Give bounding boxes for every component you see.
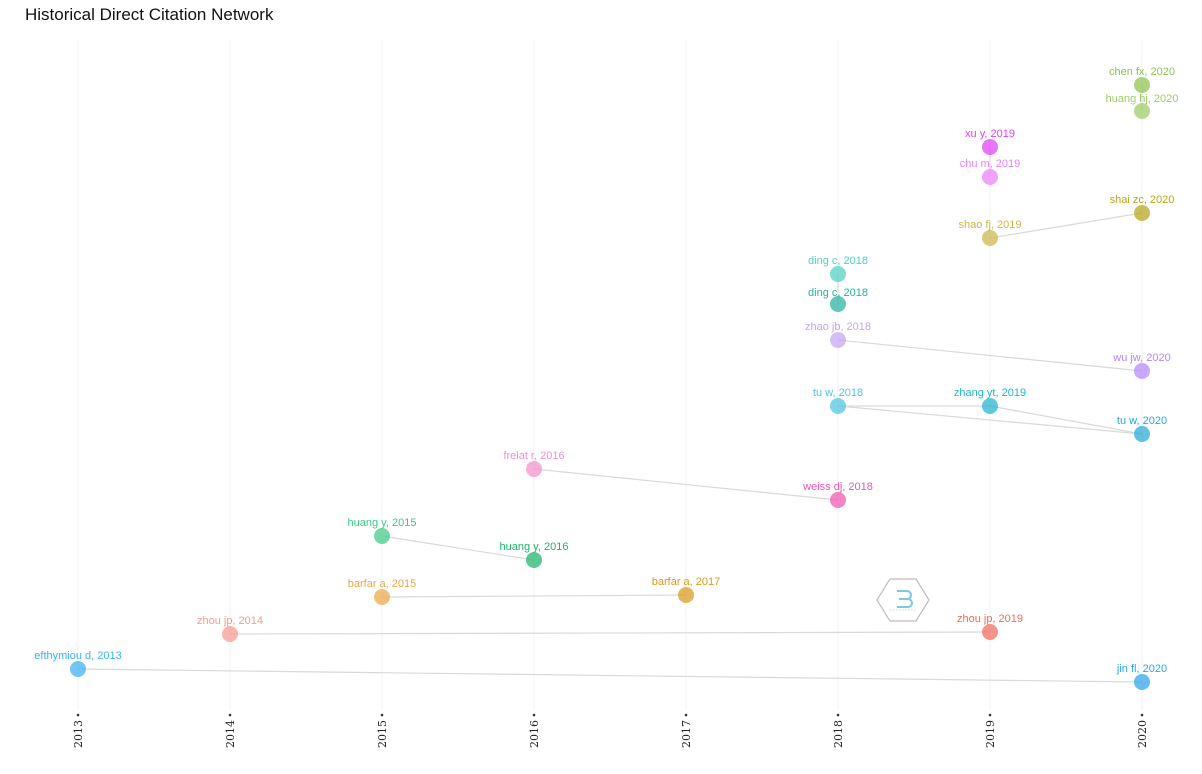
paper-node-label: ding c, 2018 <box>808 287 868 299</box>
x-tick-label: 2018 <box>832 720 845 748</box>
x-tick-label: 2015 <box>376 720 389 748</box>
paper-node-label: shao fj, 2019 <box>959 219 1022 231</box>
paper-node-label: wu jw, 2020 <box>1112 352 1170 364</box>
paper-node-label: efthymiou d, 2013 <box>34 650 121 662</box>
bibliometrix-logo-icon <box>876 578 930 622</box>
paper-node[interactable] <box>982 169 998 185</box>
paper-node[interactable] <box>830 296 846 312</box>
tick-layer: 2013 2014 2015 2016 2017 2018 2019 2020 <box>72 713 1149 748</box>
paper-node[interactable] <box>1134 674 1150 690</box>
paper-node[interactable] <box>374 528 390 544</box>
citation-edge <box>381 594 687 598</box>
paper-node[interactable] <box>830 492 846 508</box>
x-tick-label: 2013 <box>72 720 85 748</box>
label-layer: chen fx, 2020 huang hj, 2020 xu y, 2019 chu… <box>34 66 1178 675</box>
paper-node-label: barfar a, 2015 <box>348 578 417 590</box>
paper-node-label: tu w, 2018 <box>813 387 863 399</box>
citation-edge <box>229 631 991 635</box>
paper-node[interactable] <box>526 552 542 568</box>
paper-node[interactable] <box>1134 363 1150 379</box>
paper-node[interactable] <box>678 587 694 603</box>
paper-node-label: frelat r, 2016 <box>503 450 564 462</box>
paper-node[interactable] <box>830 332 846 348</box>
paper-node[interactable] <box>526 461 542 477</box>
paper-node-label: shai zc, 2020 <box>1110 194 1175 206</box>
x-tick-label: 2017 <box>680 720 693 748</box>
tick-mark-2017 <box>684 713 688 717</box>
paper-node[interactable] <box>982 398 998 414</box>
grid-layer <box>77 40 1143 710</box>
x-tick-label: 2019 <box>984 720 997 748</box>
paper-node-label: zhou jp, 2019 <box>957 613 1023 625</box>
tick-mark-2020 <box>1140 713 1144 717</box>
citation-edge <box>989 405 1143 435</box>
x-tick-label: 2014 <box>224 720 237 748</box>
paper-node-label: tu w, 2020 <box>1117 415 1167 427</box>
paper-node[interactable] <box>1134 426 1150 442</box>
paper-node-label: huang y, 2016 <box>500 541 569 553</box>
tick-mark-2018 <box>836 713 840 717</box>
node-layer <box>70 77 1150 690</box>
tick-mark-2013 <box>76 713 80 717</box>
paper-node-label: xu y, 2019 <box>965 128 1015 140</box>
paper-node[interactable] <box>982 624 998 640</box>
citation-edge <box>533 468 839 501</box>
paper-node-label: chen fx, 2020 <box>1109 66 1175 78</box>
paper-node-label: barfar a, 2017 <box>652 576 721 588</box>
paper-node-label: huang y, 2015 <box>348 517 417 529</box>
paper-node-label: weiss dj, 2018 <box>802 481 873 493</box>
x-tick-label: 2016 <box>528 720 541 748</box>
tick-mark-2014 <box>228 713 232 717</box>
paper-node[interactable] <box>1134 205 1150 221</box>
paper-node-label: zhao jb, 2018 <box>805 321 871 333</box>
citation-edge <box>837 405 1143 435</box>
paper-node-label: huang hj, 2020 <box>1106 93 1179 105</box>
chart-title: Historical Direct Citation Network <box>25 5 274 24</box>
paper-node-label: ding c, 2018 <box>808 255 868 267</box>
paper-node-label: jin fl, 2020 <box>1116 663 1167 675</box>
paper-node[interactable] <box>830 266 846 282</box>
paper-node[interactable] <box>70 661 86 677</box>
paper-node[interactable] <box>830 398 846 414</box>
citation-edge <box>77 668 1143 683</box>
x-tick-label: 2020 <box>1136 720 1149 748</box>
citation-edge <box>381 535 535 561</box>
citation-edge <box>989 212 1143 239</box>
paper-node-label: zhang yt, 2019 <box>954 387 1026 399</box>
edge-layer <box>77 85 1143 683</box>
paper-node-label: chu m, 2019 <box>960 158 1021 170</box>
tick-mark-2016 <box>532 713 536 717</box>
paper-node[interactable] <box>982 230 998 246</box>
tick-mark-2015 <box>380 713 384 717</box>
paper-node[interactable] <box>1134 103 1150 119</box>
citation-edge <box>837 339 1143 372</box>
paper-node[interactable] <box>374 589 390 605</box>
paper-node[interactable] <box>982 139 998 155</box>
tick-mark-2019 <box>988 713 992 717</box>
paper-node[interactable] <box>222 626 238 642</box>
paper-node-label: zhou jp, 2014 <box>197 615 263 627</box>
paper-node[interactable] <box>1134 77 1150 93</box>
